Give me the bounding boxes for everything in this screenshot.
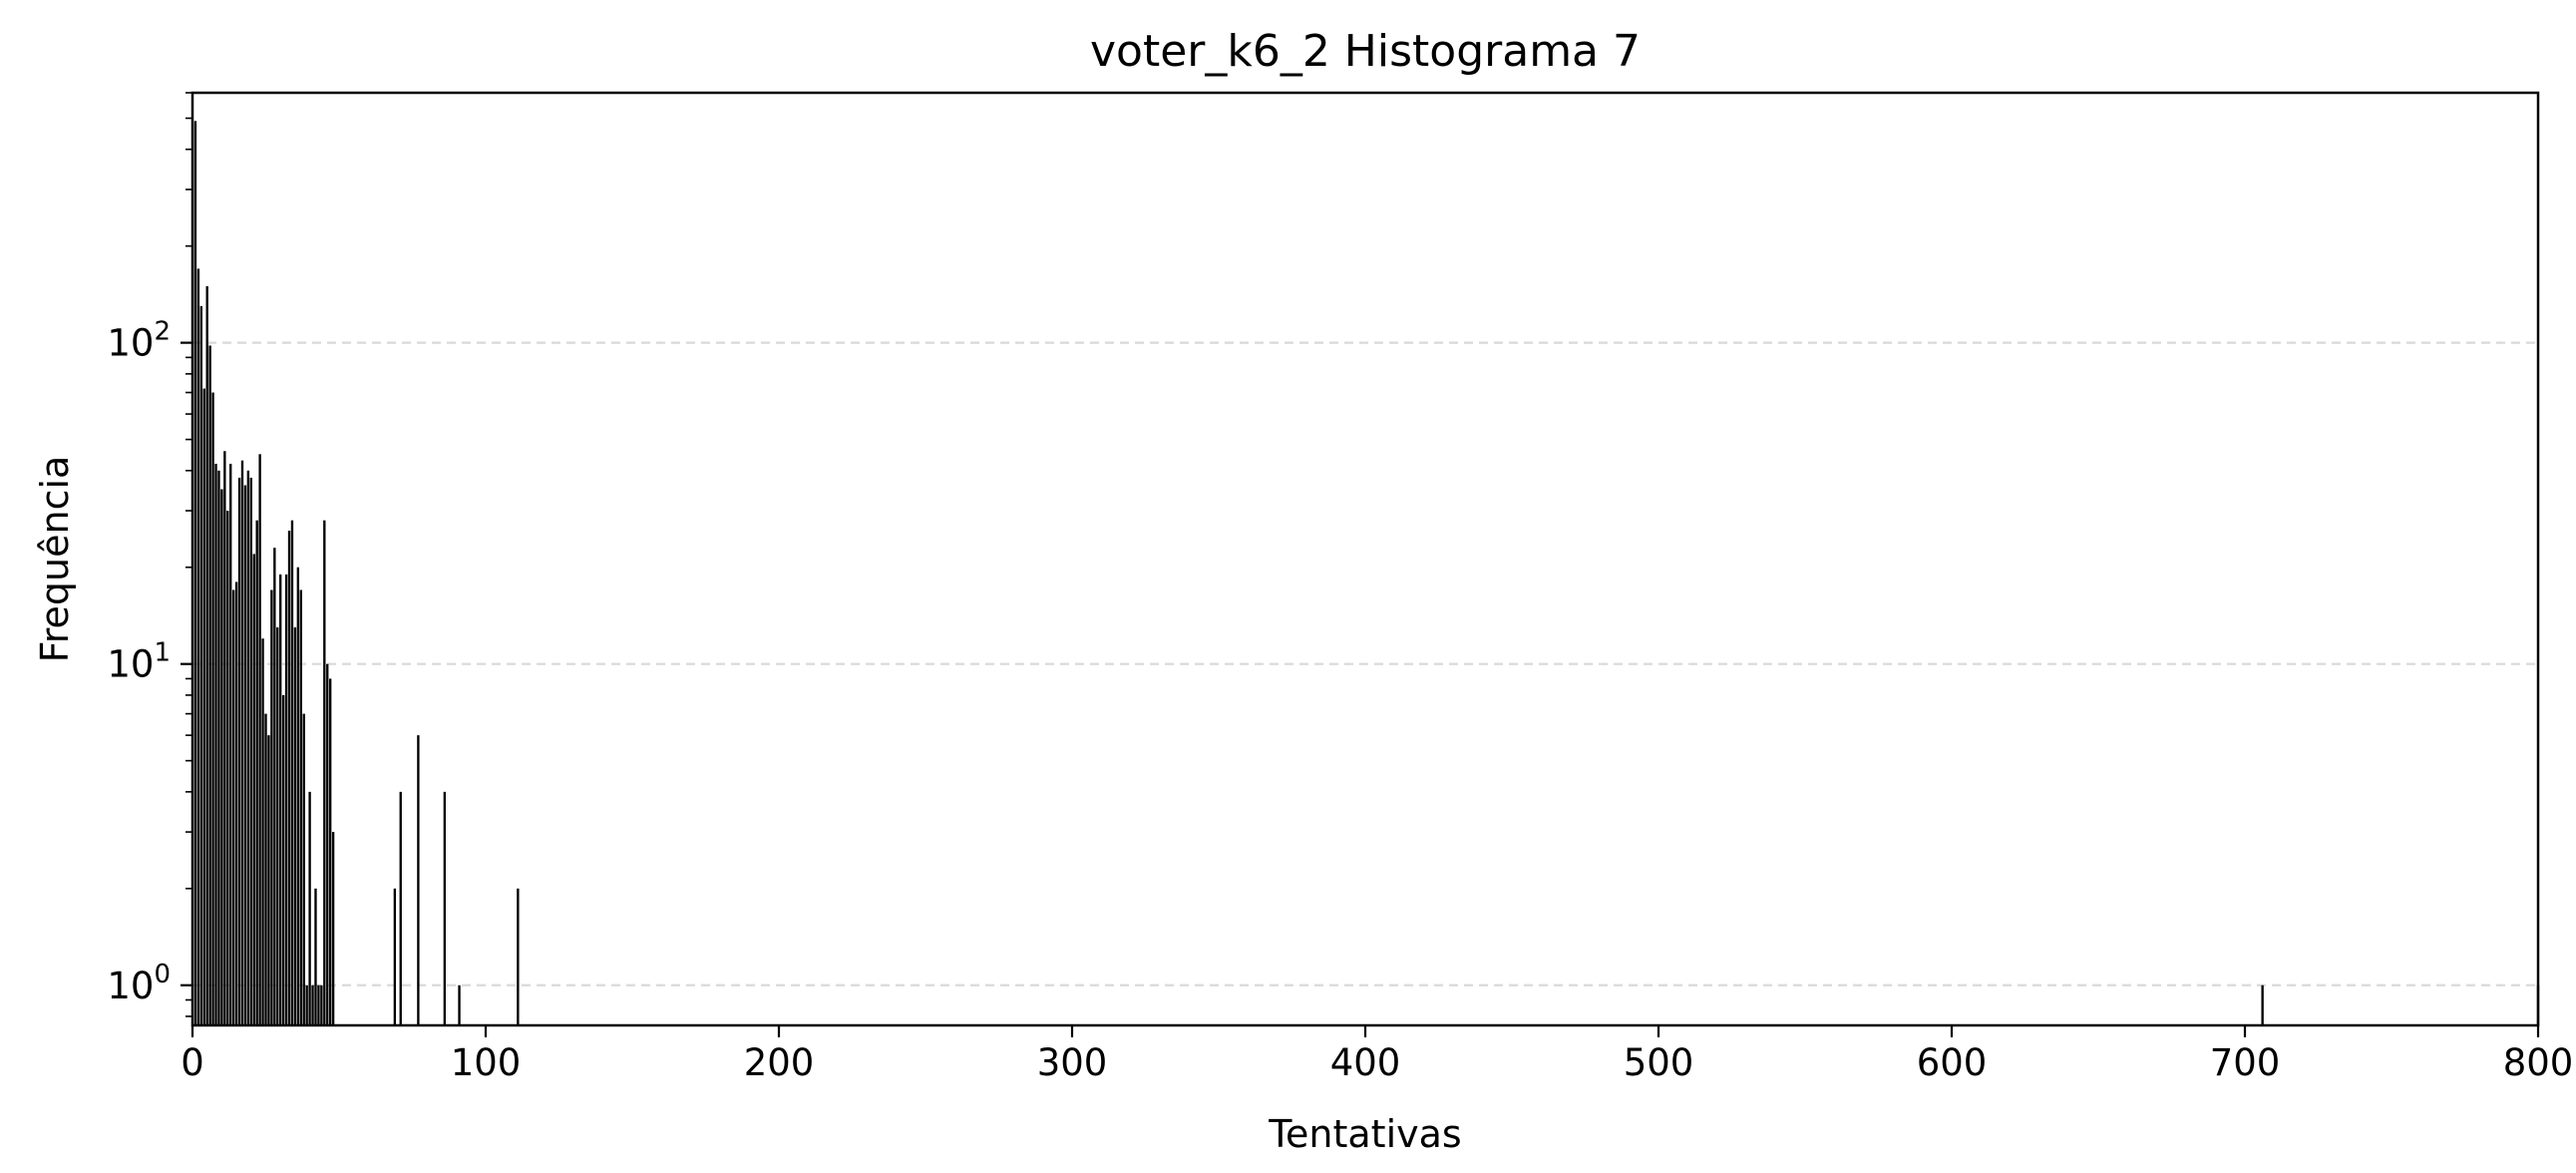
histogram-bar bbox=[2261, 984, 2264, 1025]
histogram-bar bbox=[287, 531, 291, 1025]
x-axis-ticks: 0 100 200 300 400 500 600 700 800 bbox=[181, 1025, 2573, 1084]
histogram-bar bbox=[267, 735, 270, 1025]
x-tick-label: 300 bbox=[1037, 1041, 1108, 1084]
histogram-bar bbox=[220, 489, 223, 1026]
x-tick-label: 500 bbox=[1624, 1041, 1694, 1084]
histogram-bar bbox=[290, 520, 294, 1025]
histogram-bar bbox=[305, 984, 308, 1025]
x-tick-label: 0 bbox=[181, 1041, 204, 1084]
histogram-bar bbox=[226, 511, 229, 1025]
histogram-bar bbox=[261, 638, 264, 1025]
histogram-bar bbox=[229, 463, 232, 1026]
histogram-bar bbox=[399, 791, 402, 1025]
histogram-bar bbox=[208, 345, 211, 1025]
histogram-bar bbox=[196, 268, 200, 1026]
histogram-bar bbox=[302, 713, 305, 1025]
histogram-bar bbox=[249, 477, 252, 1026]
y-tick-base: 10 bbox=[107, 643, 154, 686]
histogram-bar bbox=[246, 470, 250, 1026]
y-tick-base: 10 bbox=[107, 965, 154, 1007]
histogram-bar bbox=[311, 984, 314, 1025]
histogram-bar bbox=[331, 832, 335, 1025]
histogram-bar bbox=[393, 888, 397, 1025]
x-tick-label: 100 bbox=[451, 1041, 522, 1084]
histogram-bar bbox=[223, 451, 226, 1025]
histogram-bar bbox=[205, 285, 208, 1025]
histogram-bar bbox=[323, 520, 326, 1025]
histogram-bar bbox=[252, 554, 255, 1025]
histogram-bar bbox=[264, 713, 267, 1025]
y-tick-exponent: 1 bbox=[154, 638, 171, 668]
histogram-bar bbox=[293, 626, 297, 1025]
histogram-bar bbox=[329, 678, 332, 1025]
histogram-bar bbox=[255, 520, 258, 1025]
y-axis-label: Frequência bbox=[33, 456, 77, 663]
x-axis-label: Tentativas bbox=[1268, 1112, 1461, 1156]
histogram-bar bbox=[202, 388, 205, 1025]
y-tick-base: 10 bbox=[107, 322, 154, 365]
histogram-bar bbox=[314, 888, 317, 1025]
histogram-bar bbox=[211, 392, 214, 1025]
histogram-bar bbox=[214, 463, 217, 1026]
histogram-bar bbox=[270, 589, 273, 1025]
bars bbox=[193, 121, 2540, 1026]
histogram-bar bbox=[299, 589, 302, 1025]
y-tick-label: 100 bbox=[107, 960, 171, 1007]
histogram-bar bbox=[243, 485, 247, 1025]
histogram-bar bbox=[320, 984, 323, 1025]
histogram-bar bbox=[234, 582, 238, 1025]
histogram-bar bbox=[240, 460, 244, 1025]
x-tick-label: 700 bbox=[2210, 1041, 2281, 1084]
y-tick-exponent: 0 bbox=[154, 960, 171, 989]
x-tick-label: 600 bbox=[1917, 1041, 1988, 1084]
y-tick-label: 102 bbox=[107, 317, 171, 365]
histogram-bar bbox=[276, 626, 279, 1025]
histogram-bar bbox=[273, 548, 276, 1025]
x-tick-label: 800 bbox=[2503, 1041, 2574, 1084]
histogram-bar bbox=[443, 791, 447, 1025]
histogram-bar bbox=[417, 735, 420, 1025]
y-tick-exponent: 2 bbox=[154, 317, 171, 347]
x-tick-label: 200 bbox=[744, 1041, 815, 1084]
histogram-bar bbox=[308, 791, 311, 1025]
histogram-bar bbox=[281, 694, 285, 1025]
y-tick-label: 101 bbox=[107, 638, 171, 686]
y-gridlines bbox=[192, 341, 2538, 986]
histogram-bar bbox=[326, 663, 329, 1025]
histogram-bar bbox=[517, 888, 520, 1025]
histogram-bar bbox=[317, 984, 320, 1025]
histogram-bar bbox=[217, 470, 220, 1026]
histogram-bar bbox=[296, 567, 300, 1025]
histogram-bar bbox=[258, 454, 261, 1026]
histogram-bar bbox=[237, 477, 241, 1026]
histogram-bar bbox=[199, 305, 202, 1025]
chart-title: voter_k6_2 Histograma 7 bbox=[1090, 26, 1641, 77]
x-tick-label: 400 bbox=[1330, 1041, 1401, 1084]
histogram-bar bbox=[231, 589, 235, 1025]
histogram-bar bbox=[279, 574, 282, 1025]
histogram-bar bbox=[193, 121, 197, 1026]
histogram-bar bbox=[284, 574, 288, 1025]
histogram-bar bbox=[458, 984, 461, 1025]
